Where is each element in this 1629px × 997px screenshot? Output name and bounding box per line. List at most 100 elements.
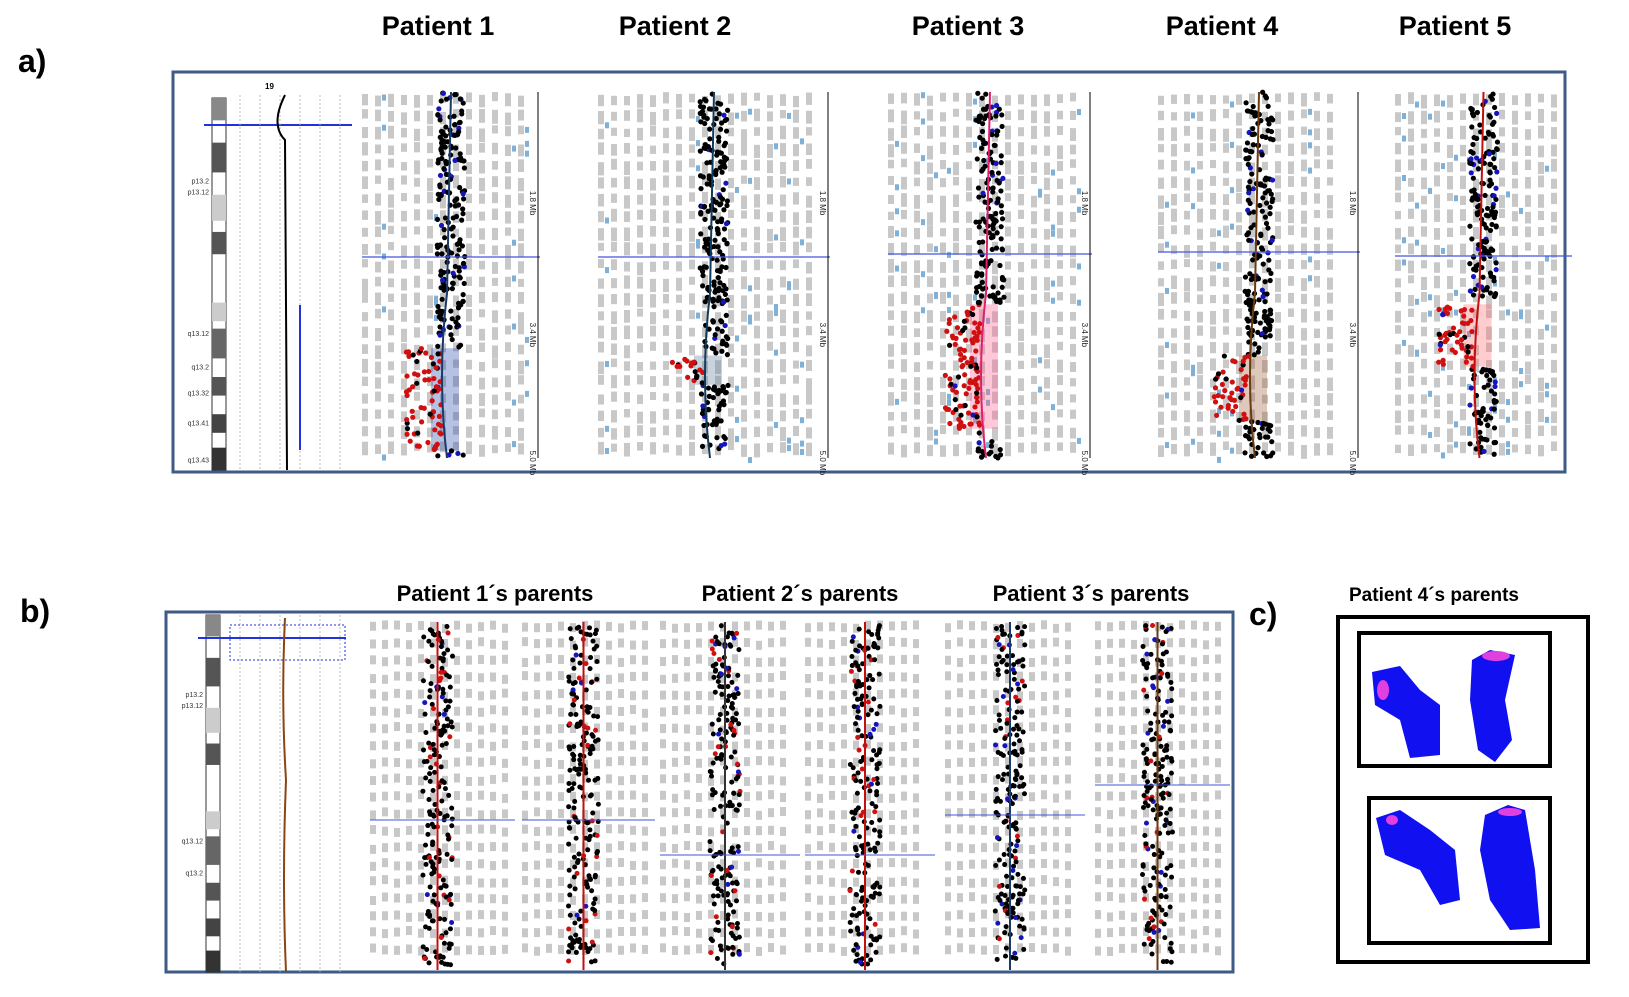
gene-label [1327,393,1333,405]
probe-dot [430,664,435,669]
probe-dot [1263,215,1268,220]
probe-dot [706,385,711,390]
gene-label [1223,109,1229,118]
gene-label [741,409,747,421]
gene-label [1288,442,1294,456]
gene-label [375,277,381,287]
gene-label [877,858,883,867]
gene-label [454,656,460,665]
probe-dot [414,381,419,386]
gene-label [1525,261,1531,269]
gene-label [1275,361,1281,372]
gene-box [1230,448,1234,454]
probe-dot [1468,318,1473,323]
gene-label [598,177,604,188]
gene-label [558,689,564,698]
gene-label [637,326,643,338]
gene-label [689,277,695,285]
gene-label [618,946,624,955]
gene-label [442,859,448,868]
probe-dot [410,384,415,389]
gene-box [1415,350,1419,356]
probe-dot [977,300,982,305]
gene-label [418,621,424,630]
probe-dot [720,384,725,389]
probe-dot [857,834,862,839]
gene-label [466,743,472,752]
gene-label [689,328,695,337]
gene-label [676,278,682,291]
gene-label [841,623,847,632]
gene-label [1525,243,1531,251]
gene-label [1499,443,1505,455]
gene-label [505,360,511,370]
gene-label [676,342,682,353]
gene-label [841,759,847,768]
probe-signal [1498,808,1522,816]
gene-label [1327,259,1333,269]
probe-dot [726,673,731,678]
gene-label [642,827,648,836]
gene-label [1525,375,1531,384]
gene-label [957,943,963,952]
gene-label [953,125,959,137]
gene-label [1158,96,1164,105]
probe-dot [871,777,876,782]
gene-label [370,689,376,698]
gene-label [780,242,786,252]
gene-box [1217,431,1221,437]
gene-box [696,165,700,171]
gene-label [624,262,630,272]
gene-label [637,195,643,205]
gene-label [741,427,747,438]
gene-label [1210,295,1216,303]
gene-label [1525,93,1531,106]
gene-label [1005,126,1011,140]
probe-dot [1269,439,1274,444]
gene-label [780,277,786,288]
gene-label [744,943,750,952]
gene-label [793,178,799,186]
gene-label [829,811,835,820]
probe-dot [869,820,874,825]
probe-dot [1247,179,1252,184]
probe-dot [444,930,449,935]
gene-label [478,758,484,767]
probe-dot [591,713,596,718]
probe-dot [995,178,1000,183]
probe-dot [1246,185,1251,190]
gene-label [1005,95,1011,106]
gene-label [1223,277,1229,287]
probe-dot [439,799,444,804]
gene-label [1197,260,1203,270]
gene-label [1171,276,1177,289]
gene-box [525,141,529,147]
gene-label [1460,110,1466,120]
gene-label [558,945,564,954]
gene-box [1165,202,1169,208]
gene-label [660,876,666,885]
gene-label [1327,210,1333,219]
scale-label: 3.4 Mb [818,323,827,348]
gene-label [1275,412,1281,423]
gene-label [841,947,847,956]
probe-dot [588,834,593,839]
gene-label [518,326,524,334]
gene-label [780,195,786,207]
gene-label [558,861,564,870]
probe-dot [568,935,573,940]
gene-box [1308,275,1312,281]
gene-label [805,792,811,801]
gene-label [806,409,812,419]
gene-label [490,926,496,935]
probe-dot [1470,142,1475,147]
gene-label [375,127,381,140]
gene-label [728,178,734,188]
probe-dot [855,853,860,858]
probe-dot [571,744,576,749]
probe-dot [707,136,712,141]
gene-label [817,622,823,631]
probe-dot [867,916,872,921]
gene-label [534,878,540,887]
gene-label [756,928,762,937]
